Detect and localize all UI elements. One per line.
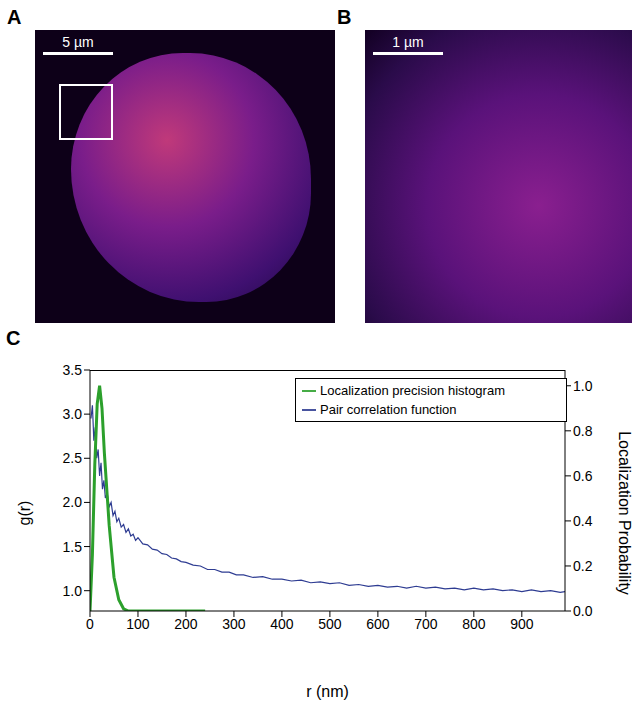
svg-text:0.2: 0.2 [573, 558, 593, 574]
html-text:Localization Probability: Localization Probability [616, 430, 633, 595]
svg-text:0.4: 0.4 [573, 513, 593, 529]
svg-text:900: 900 [510, 616, 534, 632]
svg-text:2.5: 2.5 [63, 450, 83, 466]
html-text:C: C [6, 327, 21, 349]
svg-text:500: 500 [318, 616, 342, 632]
html-text:B: B [337, 6, 352, 28]
svg-text:1.0: 1.0 [573, 378, 593, 394]
svg-text:1.5: 1.5 [63, 539, 83, 555]
html-text:r (nm): r (nm) [306, 683, 349, 700]
svg-text:800: 800 [462, 616, 486, 632]
svg-text:100: 100 [126, 616, 150, 632]
svg-text:0.8: 0.8 [573, 423, 593, 439]
svg-text:600: 600 [366, 616, 390, 632]
svg-text:3.5: 3.5 [63, 362, 83, 378]
svg-text:400: 400 [270, 616, 294, 632]
svg-text:0.0: 0.0 [573, 603, 593, 619]
html-text:5 µm: 5 µm [62, 34, 94, 50]
svg-text:300: 300 [222, 616, 246, 632]
html-text:g(r): g(r) [16, 500, 33, 525]
svg-text:1.0: 1.0 [63, 583, 83, 599]
html-text:Pair correlation function: Pair correlation function [320, 402, 457, 417]
svg-text:3.0: 3.0 [63, 406, 83, 422]
svg-text:0.6: 0.6 [573, 468, 593, 484]
html-text:1 µm: 1 µm [392, 34, 424, 50]
svg-text:700: 700 [414, 616, 438, 632]
svg-text:2.0: 2.0 [63, 494, 83, 510]
html-text:Localization precision histogr: Localization precision histogram [320, 383, 505, 398]
svg-text:200: 200 [174, 616, 198, 632]
svg-text:0: 0 [86, 616, 94, 632]
html-text:A: A [7, 6, 22, 28]
